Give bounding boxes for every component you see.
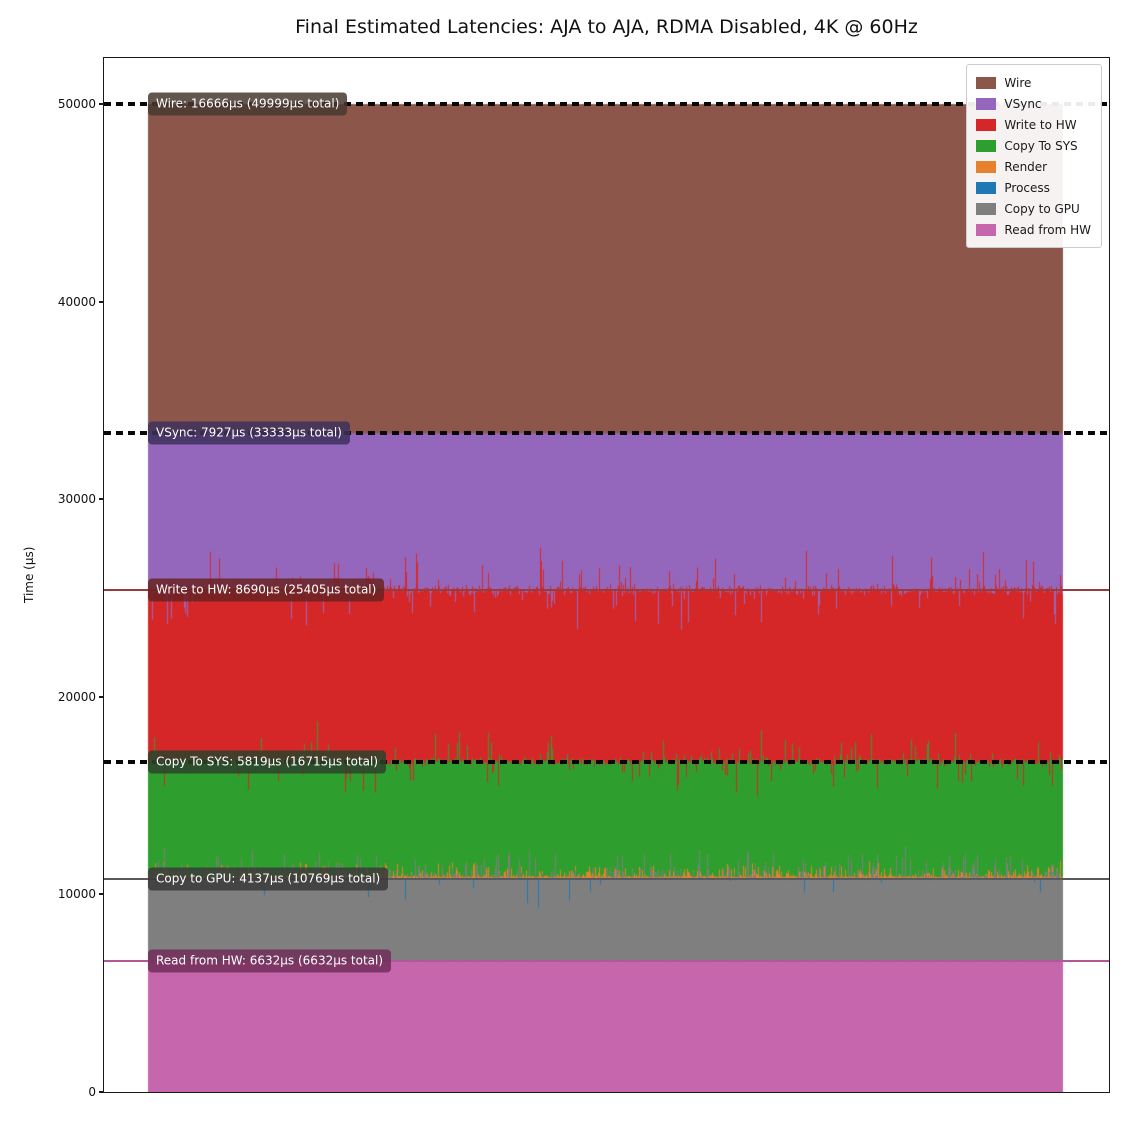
legend-swatch-copy-to-sys xyxy=(976,139,997,152)
y-tick-label: 0 xyxy=(88,1085,96,1099)
legend-swatch-render xyxy=(976,160,997,173)
legend: Wire VSync Write to HW Copy To SYS Render Pro… xyxy=(966,64,1102,248)
y-tick-mark xyxy=(99,103,103,106)
legend-label: Read from HW xyxy=(1004,222,1091,237)
legend-label: Process xyxy=(1004,180,1050,195)
ref-line-vsync xyxy=(104,431,1109,436)
legend-item-vsync: VSync xyxy=(976,93,1091,114)
legend-label: Write to HW xyxy=(1004,117,1077,132)
y-tick-label: 40000 xyxy=(57,294,96,309)
legend-item-wire: Wire xyxy=(976,72,1091,93)
ref-line-write-to-hw xyxy=(104,589,1109,592)
legend-item-copy-to-sys: Copy To SYS xyxy=(976,135,1091,156)
y-tick-mark xyxy=(99,300,103,303)
plot-area: Wire: 16666µs (49999µs total) VSync: 7927… xyxy=(103,57,1110,1093)
legend-item-write-to-hw: Write to HW xyxy=(976,114,1091,135)
legend-swatch-write-to-hw xyxy=(976,118,997,131)
y-tick-label: 10000 xyxy=(57,887,96,902)
annotation-vsync: VSync: 7927µs (33333µs total) xyxy=(148,421,350,445)
legend-swatch-process xyxy=(976,181,997,194)
y-tick-label: 30000 xyxy=(57,492,96,507)
legend-swatch-vsync xyxy=(976,97,997,110)
y-tick-label: 50000 xyxy=(57,97,96,112)
y-axis-label: Time (µs) xyxy=(22,546,36,604)
legend-label: Render xyxy=(1004,159,1048,174)
ref-line-wire xyxy=(104,102,1109,107)
legend-item-read-from-hw: Read from HW xyxy=(976,219,1091,240)
annotation-write-to-hw: Write to HW: 8690µs (25405µs total) xyxy=(148,578,385,602)
legend-swatch-copy-to-gpu xyxy=(976,202,997,215)
legend-label: Copy To SYS xyxy=(1004,138,1078,153)
legend-swatch-wire xyxy=(976,76,997,89)
y-tick-label: 20000 xyxy=(57,689,96,704)
y-tick-mark xyxy=(99,695,103,698)
chart-title: Final Estimated Latencies: AJA to AJA, R… xyxy=(295,16,918,38)
annotation-wire: Wire: 16666µs (49999µs total) xyxy=(148,92,348,116)
stacked-area-canvas xyxy=(104,58,1109,1092)
ref-line-copy-to-gpu xyxy=(104,878,1109,881)
legend-label: Wire xyxy=(1004,75,1032,90)
y-tick-mark xyxy=(99,893,103,896)
legend-label: VSync xyxy=(1004,96,1042,111)
legend-item-process: Process xyxy=(976,177,1091,198)
y-tick-mark xyxy=(99,498,103,501)
legend-item-render: Render xyxy=(976,156,1091,177)
legend-swatch-read-from-hw xyxy=(976,223,997,236)
legend-label: Copy to GPU xyxy=(1004,201,1080,216)
ref-line-copy-to-sys xyxy=(104,759,1109,764)
ref-line-read-from-hw xyxy=(104,959,1109,962)
annotation-read-from-hw: Read from HW: 6632µs (6632µs total) xyxy=(148,949,392,973)
legend-item-copy-to-gpu: Copy to GPU xyxy=(976,198,1091,219)
annotation-copy-to-sys: Copy To SYS: 5819µs (16715µs total) xyxy=(148,750,387,774)
y-tick-mark xyxy=(99,1091,103,1093)
annotation-copy-to-gpu: Copy to GPU: 4137µs (10769µs total) xyxy=(148,867,389,891)
